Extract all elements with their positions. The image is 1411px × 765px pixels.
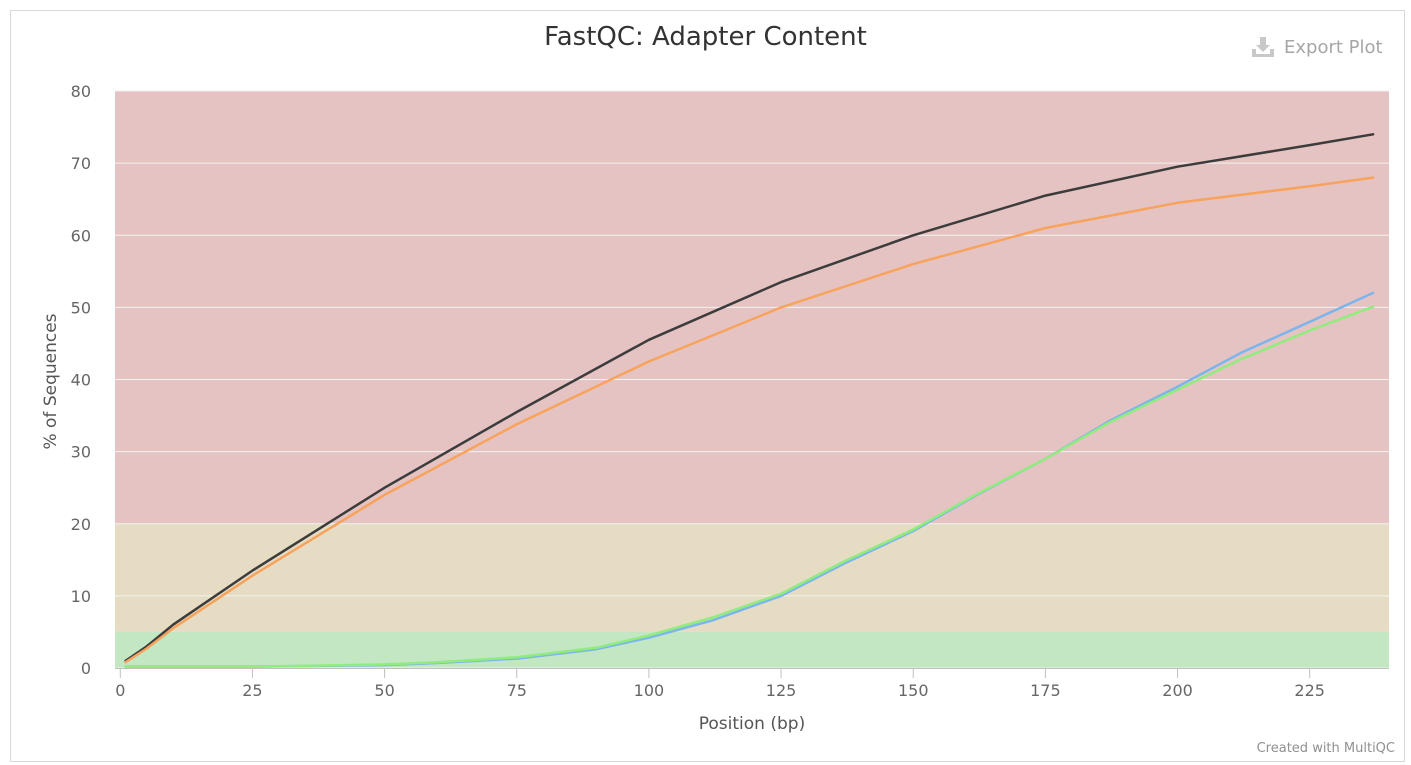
x-tick-label: 175 <box>1030 681 1061 700</box>
download-icon <box>1252 37 1274 57</box>
x-tick-label: 25 <box>242 681 262 700</box>
chart-title: FastQC: Adapter Content <box>544 22 867 52</box>
series-line-2 <box>124 176 1375 664</box>
y-axis-title: % of Sequences <box>41 313 61 449</box>
y-tick-label: 0 <box>81 659 91 678</box>
export-plot-label: Export Plot <box>1284 36 1383 58</box>
y-tick-label: 40 <box>71 371 91 390</box>
series-line-4 <box>124 305 1375 668</box>
x-tick-label: 125 <box>766 681 797 700</box>
y-tick-label: 80 <box>71 82 91 101</box>
y-tick-label: 70 <box>71 154 91 173</box>
x-tick-label: 150 <box>898 681 929 700</box>
y-tick-label: 30 <box>71 443 91 462</box>
x-tick-label: 200 <box>1162 681 1193 700</box>
y-tick-label: 50 <box>71 298 91 317</box>
export-plot-button[interactable]: Export Plot <box>1250 34 1383 60</box>
y-tick-label: 10 <box>71 587 91 606</box>
credit-text: Created with MultiQC <box>1256 741 1395 756</box>
series-line-1 <box>124 133 1375 663</box>
x-tick-label: 75 <box>507 681 527 700</box>
x-tick-label: 0 <box>115 681 125 700</box>
band-0 <box>115 631 1389 668</box>
x-tick-label: 100 <box>634 681 665 700</box>
y-tick-label: 60 <box>71 226 91 245</box>
x-axis-title: Position (bp) <box>699 714 805 734</box>
x-tick-label: 50 <box>374 681 394 700</box>
y-tick-label: 20 <box>71 515 91 534</box>
band-1 <box>115 523 1389 632</box>
x-tick-label: 225 <box>1294 681 1325 700</box>
